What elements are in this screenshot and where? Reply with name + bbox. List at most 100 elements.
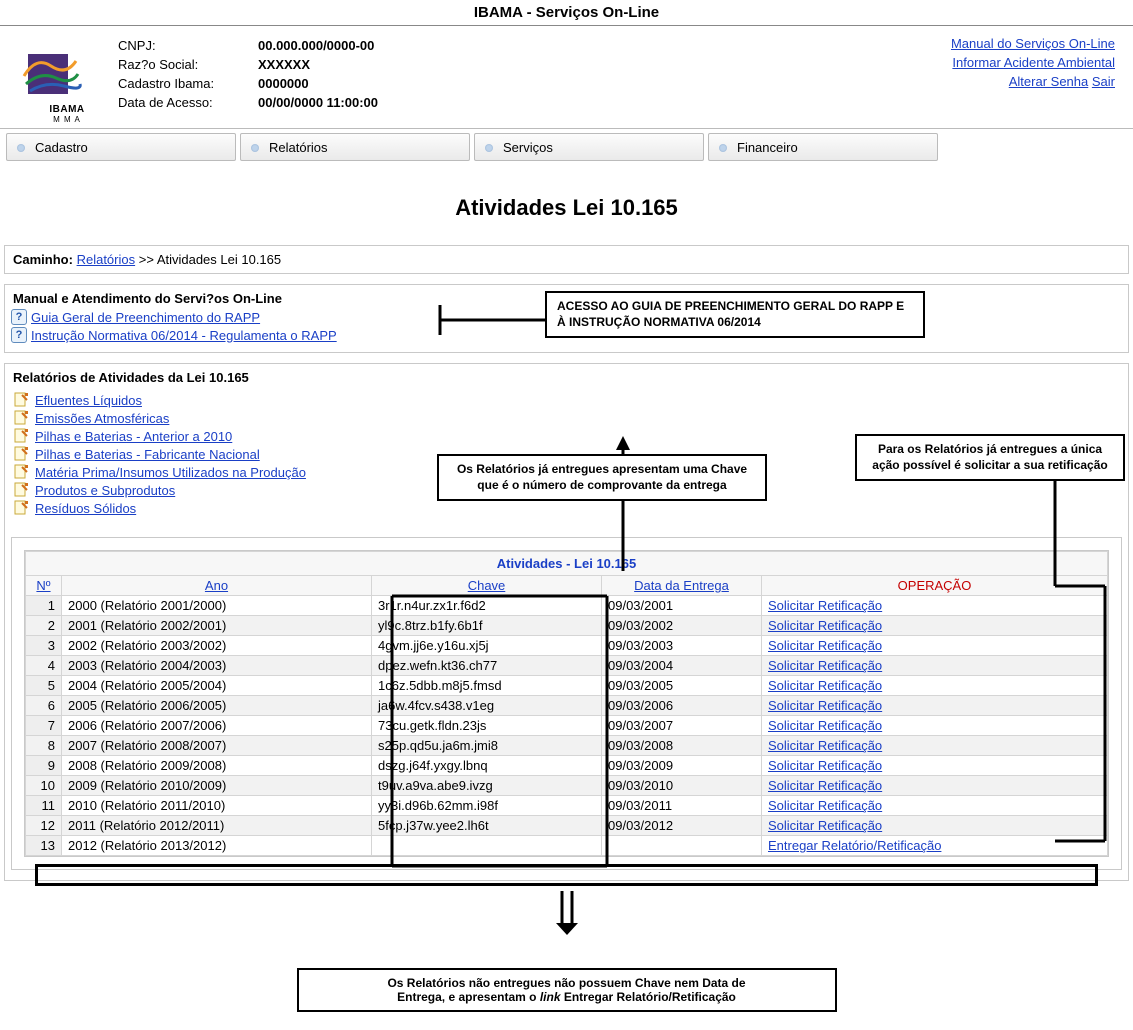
cell-chave [372,836,602,856]
op-link[interactable]: Solicitar Retificação [768,798,882,813]
cell-num: 7 [26,716,62,736]
link-informar-acidente[interactable]: Informar Acidente Ambiental [952,55,1115,70]
breadcrumb-tail: >> Atividades Lei 10.165 [139,252,281,267]
cell-chave: t9uv.a9va.abe9.ivzg [372,776,602,796]
app-title: IBAMA - Serviços On-Line [0,0,1133,26]
cell-op: Entregar Relatório/Retificação [762,836,1108,856]
menu-financeiro[interactable]: Financeiro [708,133,938,161]
op-link[interactable]: Solicitar Retificação [768,638,882,653]
cadastro-label: Cadastro Ibama: [118,76,258,91]
table-row: 12000 (Relatório 2001/2000)3r1r.n4ur.zx1… [26,596,1108,616]
th-operacao: OPERAÇÃO [762,576,1108,596]
manual-section: Manual e Atendimento do Servi?os On-Line… [4,284,1129,353]
table-row: 92008 (Relatório 2009/2008)dszg.j64f.yxg… [26,756,1108,776]
op-link[interactable]: Solicitar Retificação [768,818,882,833]
cell-num: 3 [26,636,62,656]
op-link[interactable]: Solicitar Retificação [768,698,882,713]
razao-label: Raz?o Social: [118,57,258,72]
menu-relatorios[interactable]: Relatórios [240,133,470,161]
op-link[interactable]: Solicitar Retificação [768,618,882,633]
th-chave[interactable]: Chave [372,576,602,596]
cell-data [602,836,762,856]
op-link[interactable]: Solicitar Retificação [768,778,882,793]
cell-chave: yy3i.d96b.62mm.i98f [372,796,602,816]
cell-op: Solicitar Retificação [762,676,1108,696]
table-row: 22001 (Relatório 2002/2001)yl9c.8trz.b1f… [26,616,1108,636]
report-link[interactable]: Resíduos Sólidos [35,501,136,516]
report-link[interactable]: Pilhas e Baterias - Fabricante Nacional [35,447,260,462]
link-sair[interactable]: Sair [1092,74,1115,89]
table-row: 82007 (Relatório 2008/2007)s25p.qd5u.ja6… [26,736,1108,756]
report-link[interactable]: Emissões Atmosféricas [35,411,169,426]
reports-section-title: Relatórios de Atividades da Lei 10.165 [5,364,1128,387]
cell-num: 11 [26,796,62,816]
cell-chave: 1c6z.5dbb.m8j5.fmsd [372,676,602,696]
cell-data: 09/03/2006 [602,696,762,716]
breadcrumb-label: Caminho: [13,252,73,267]
op-link[interactable]: Solicitar Retificação [768,598,882,613]
link-alterar-senha[interactable]: Alterar Senha [1009,74,1089,89]
cnpj-value: 00.000.000/0000-00 [258,38,374,53]
menu-bar: Cadastro Relatórios Serviços Financeiro [0,129,1133,165]
th-ano[interactable]: Ano [62,576,372,596]
op-link[interactable]: Solicitar Retificação [768,758,882,773]
report-link[interactable]: Matéria Prima/Insumos Utilizados na Prod… [35,465,306,480]
cell-ano: 2010 (Relatório 2011/2010) [62,796,372,816]
cell-num: 12 [26,816,62,836]
cell-chave: dpez.wefn.kt36.ch77 [372,656,602,676]
cell-ano: 2011 (Relatório 2012/2011) [62,816,372,836]
th-num[interactable]: Nº [26,576,62,596]
report-link[interactable]: Produtos e Subprodutos [35,483,175,498]
acesso-label: Data de Acesso: [118,95,258,110]
cell-op: Solicitar Retificação [762,776,1108,796]
callout-footer: Os Relatórios não entregues não possuem … [297,968,837,1012]
cell-data: 09/03/2003 [602,636,762,656]
acesso-value: 00/00/0000 11:00:00 [258,95,378,110]
op-link[interactable]: Solicitar Retificação [768,678,882,693]
report-icon [13,482,29,498]
cell-chave: 73cu.getk.fldn.23js [372,716,602,736]
breadcrumb-relatorios[interactable]: Relatórios [77,252,136,267]
cell-data: 09/03/2011 [602,796,762,816]
table-row: 62005 (Relatório 2006/2005)ja6w.4fcv.s43… [26,696,1108,716]
menu-cadastro[interactable]: Cadastro [6,133,236,161]
cell-data: 09/03/2008 [602,736,762,756]
cell-data: 09/03/2005 [602,676,762,696]
op-link[interactable]: Solicitar Retificação [768,738,882,753]
table-row: 122011 (Relatório 2012/2011)5fcp.j37w.ye… [26,816,1108,836]
op-link[interactable]: Entregar Relatório/Retificação [768,838,941,853]
cell-num: 6 [26,696,62,716]
header-bar: IBAMA M M A CNPJ:00.000.000/0000-00 Raz?… [0,26,1133,129]
menu-servicos[interactable]: Serviços [474,133,704,161]
cell-op: Solicitar Retificação [762,696,1108,716]
cell-op: Solicitar Retificação [762,716,1108,736]
cell-chave: ja6w.4fcv.s438.v1eg [372,696,602,716]
th-data[interactable]: Data da Entrega [602,576,762,596]
link-instrucao-normativa[interactable]: Instrução Normativa 06/2014 - Regulament… [31,328,337,343]
report-icon [13,446,29,462]
table-row: 52004 (Relatório 2005/2004)1c6z.5dbb.m8j… [26,676,1108,696]
op-link[interactable]: Solicitar Retificação [768,718,882,733]
link-guia-rapp[interactable]: Guia Geral de Preenchimento do RAPP [31,310,260,325]
cell-op: Solicitar Retificação [762,796,1108,816]
link-manual-servicos[interactable]: Manual do Serviços On-Line [951,36,1115,51]
cell-chave: 4gvm.jj6e.y16u.xj5j [372,636,602,656]
cell-ano: 2005 (Relatório 2006/2005) [62,696,372,716]
header-links: Manual do Serviços On-Line Informar Acid… [951,32,1125,128]
report-icon [13,464,29,480]
cell-op: Solicitar Retificação [762,656,1108,676]
table-row: 132012 (Relatório 2013/2012)Entregar Rel… [26,836,1108,856]
report-link[interactable]: Pilhas e Baterias - Anterior a 2010 [35,429,232,444]
razao-value: XXXXXX [258,57,310,72]
table-outer-frame: Atividades - Lei 10.165 Nº Ano Chave Dat… [11,537,1122,870]
cell-ano: 2004 (Relatório 2005/2004) [62,676,372,696]
cell-chave: 3r1r.n4ur.zx1r.f6d2 [372,596,602,616]
cell-ano: 2000 (Relatório 2001/2000) [62,596,372,616]
op-link[interactable]: Solicitar Retificação [768,658,882,673]
table-row: 102009 (Relatório 2010/2009)t9uv.a9va.ab… [26,776,1108,796]
report-icon [13,410,29,426]
report-link[interactable]: Efluentes Líquidos [35,393,142,408]
cell-data: 09/03/2009 [602,756,762,776]
table-row: 42003 (Relatório 2004/2003)dpez.wefn.kt3… [26,656,1108,676]
cell-ano: 2001 (Relatório 2002/2001) [62,616,372,636]
